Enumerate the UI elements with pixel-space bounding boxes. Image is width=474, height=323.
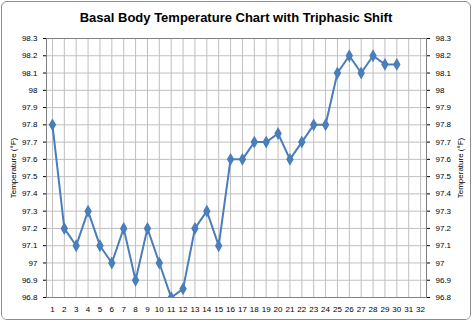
svg-text:97: 97 (29, 259, 38, 268)
svg-text:29: 29 (380, 305, 389, 314)
svg-text:18: 18 (250, 305, 259, 314)
svg-text:10: 10 (155, 305, 164, 314)
svg-text:26: 26 (345, 305, 354, 314)
svg-text:98.3: 98.3 (22, 34, 38, 43)
svg-text:97.7: 97.7 (22, 138, 38, 147)
svg-text:8: 8 (133, 305, 138, 314)
svg-text:1: 1 (50, 305, 55, 314)
svg-text:Temperature (°F): Temperature (°F) (456, 137, 465, 198)
svg-text:7: 7 (121, 305, 126, 314)
svg-text:97.8: 97.8 (436, 120, 452, 129)
svg-text:97.9: 97.9 (436, 103, 452, 112)
svg-text:97.2: 97.2 (22, 224, 38, 233)
svg-text:96.9: 96.9 (436, 276, 452, 285)
svg-text:98: 98 (29, 86, 38, 95)
svg-text:97.6: 97.6 (22, 155, 38, 164)
svg-text:97.4: 97.4 (22, 189, 38, 198)
svg-text:Temperature (°F): Temperature (°F) (9, 137, 18, 198)
svg-text:20: 20 (274, 305, 283, 314)
svg-text:15: 15 (214, 305, 223, 314)
html-text:Basal Body Temperature Chart w: Basal Body Temperature Chart with Tripha… (79, 10, 393, 25)
svg-text:2: 2 (62, 305, 67, 314)
svg-text:31: 31 (404, 305, 413, 314)
svg-text:24: 24 (321, 305, 330, 314)
svg-text:11: 11 (167, 305, 176, 314)
svg-text:32: 32 (416, 305, 425, 314)
svg-text:17: 17 (238, 305, 247, 314)
svg-text:5: 5 (98, 305, 103, 314)
svg-text:97.6: 97.6 (436, 155, 452, 164)
svg-text:97.1: 97.1 (22, 241, 38, 250)
svg-text:98.2: 98.2 (22, 51, 38, 60)
svg-text:97.9: 97.9 (22, 103, 38, 112)
svg-text:98.1: 98.1 (436, 69, 452, 78)
svg-text:27: 27 (357, 305, 366, 314)
svg-text:22: 22 (297, 305, 306, 314)
svg-text:28: 28 (369, 305, 378, 314)
svg-text:16: 16 (226, 305, 235, 314)
svg-text:25: 25 (333, 305, 342, 314)
svg-text:4: 4 (86, 305, 91, 314)
svg-text:97.3: 97.3 (22, 207, 38, 216)
svg-text:97.2: 97.2 (436, 224, 452, 233)
svg-text:98.2: 98.2 (436, 51, 452, 60)
svg-text:97: 97 (436, 259, 445, 268)
svg-text:97.8: 97.8 (22, 120, 38, 129)
svg-text:96.8: 96.8 (22, 293, 38, 302)
svg-text:97.1: 97.1 (436, 241, 452, 250)
svg-text:13: 13 (190, 305, 199, 314)
svg-text:97.5: 97.5 (436, 172, 452, 181)
svg-text:97.4: 97.4 (436, 189, 452, 198)
svg-text:3: 3 (74, 305, 79, 314)
svg-text:97.3: 97.3 (436, 207, 452, 216)
svg-text:9: 9 (145, 305, 150, 314)
svg-text:30: 30 (392, 305, 401, 314)
svg-text:96.8: 96.8 (436, 293, 452, 302)
svg-text:97.5: 97.5 (22, 172, 38, 181)
svg-text:23: 23 (309, 305, 318, 314)
svg-text:98: 98 (436, 86, 445, 95)
svg-text:21: 21 (285, 305, 294, 314)
svg-text:19: 19 (262, 305, 271, 314)
svg-text:14: 14 (202, 305, 211, 314)
svg-text:96.9: 96.9 (22, 276, 38, 285)
svg-text:12: 12 (179, 305, 188, 314)
svg-text:98.1: 98.1 (22, 69, 38, 78)
svg-text:6: 6 (110, 305, 115, 314)
svg-text:97.7: 97.7 (436, 138, 452, 147)
svg-text:98.3: 98.3 (436, 34, 452, 43)
